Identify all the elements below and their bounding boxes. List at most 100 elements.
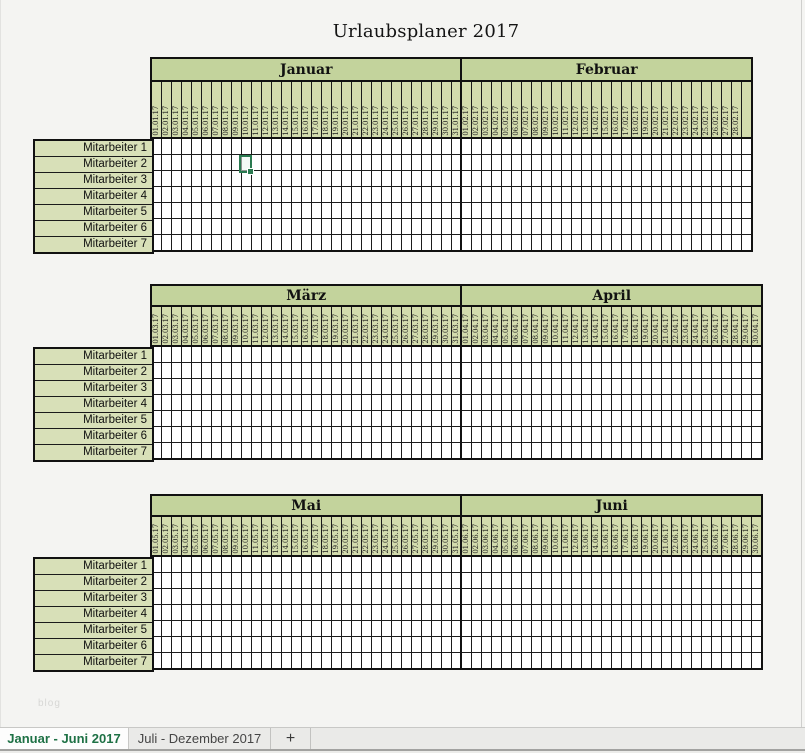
calendar-cell[interactable] [631, 345, 643, 363]
calendar-cell[interactable] [270, 410, 282, 427]
calendar-cell[interactable] [270, 362, 282, 379]
date-header-cell[interactable]: 22.03.17 [360, 305, 372, 347]
calendar-cell[interactable] [511, 620, 523, 637]
calendar-cell[interactable] [581, 555, 593, 573]
calendar-cell[interactable] [360, 652, 372, 670]
calendar-cell[interactable] [501, 170, 513, 187]
date-header-cell[interactable]: 07.02.17 [521, 80, 533, 139]
calendar-cell[interactable] [651, 442, 663, 460]
calendar-cell[interactable] [460, 186, 473, 203]
calendar-cell[interactable] [541, 186, 553, 203]
calendar-cell[interactable] [240, 378, 252, 395]
calendar-cell[interactable] [340, 426, 352, 443]
calendar-cell[interactable] [571, 345, 583, 363]
calendar-cell[interactable] [300, 186, 312, 203]
calendar-cell[interactable] [290, 652, 302, 670]
calendar-cell[interactable] [501, 154, 513, 171]
employee-label[interactable]: Mitarbeiter 6 [35, 429, 152, 445]
calendar-cell[interactable] [561, 362, 573, 379]
calendar-cell[interactable] [400, 154, 412, 171]
calendar-cell[interactable] [250, 620, 262, 637]
calendar-cell[interactable] [671, 555, 683, 573]
calendar-cell[interactable] [290, 218, 302, 235]
calendar-cell[interactable] [350, 186, 362, 203]
calendar-cell[interactable] [430, 170, 442, 187]
calendar-cell[interactable] [380, 378, 392, 395]
calendar-cell[interactable] [641, 442, 653, 460]
calendar-cell[interactable] [420, 652, 432, 670]
date-header-cell[interactable]: 05.04.17 [501, 305, 513, 347]
calendar-cell[interactable] [440, 555, 452, 573]
calendar-cell[interactable] [561, 218, 573, 235]
calendar-cell[interactable] [481, 218, 493, 235]
calendar-cell[interactable] [230, 442, 242, 460]
calendar-cell[interactable] [741, 555, 753, 573]
calendar-cell[interactable] [701, 218, 713, 235]
calendar-cell[interactable] [380, 218, 392, 235]
calendar-cell[interactable] [350, 410, 362, 427]
calendar-cell[interactable] [370, 137, 382, 155]
calendar-cell[interactable] [701, 154, 713, 171]
date-header-cell[interactable]: 12.02.17 [571, 80, 583, 139]
calendar-cell[interactable] [210, 604, 222, 621]
calendar-cell[interactable] [260, 154, 272, 171]
calendar-cell[interactable] [521, 652, 533, 670]
calendar-cell[interactable] [350, 442, 362, 460]
calendar-cell[interactable] [601, 186, 613, 203]
date-header-cell[interactable]: 02.01.17 [160, 80, 172, 139]
calendar-cell[interactable] [210, 154, 222, 171]
calendar-cell[interactable] [320, 154, 332, 171]
calendar-cell[interactable] [751, 572, 763, 589]
calendar-cell[interactable] [661, 218, 673, 235]
date-header-cell[interactable]: 05.03.17 [190, 305, 202, 347]
calendar-cell[interactable] [260, 652, 272, 670]
calendar-cell[interactable] [741, 604, 753, 621]
date-header-cell[interactable]: 23.05.17 [370, 515, 382, 557]
calendar-cell[interactable] [440, 636, 452, 653]
calendar-cell[interactable] [651, 137, 663, 155]
calendar-cell[interactable] [701, 345, 713, 363]
calendar-cell[interactable] [390, 137, 402, 155]
calendar-cell[interactable] [631, 572, 643, 589]
calendar-cell[interactable] [430, 620, 442, 637]
calendar-cell[interactable] [531, 620, 543, 637]
calendar-cell[interactable] [420, 154, 432, 171]
calendar-cell[interactable] [641, 636, 653, 653]
calendar-cell[interactable] [190, 636, 202, 653]
calendar-cell[interactable] [571, 202, 583, 219]
calendar-cell[interactable] [721, 362, 733, 379]
calendar-cell[interactable] [681, 137, 693, 155]
calendar-cell[interactable] [230, 410, 242, 427]
calendar-cell[interactable] [420, 604, 432, 621]
calendar-cell[interactable] [200, 218, 212, 235]
calendar-cell[interactable] [561, 154, 573, 171]
date-header-cell[interactable]: 26.02.17 [711, 80, 723, 139]
calendar-cell[interactable] [481, 555, 493, 573]
date-header-cell[interactable]: 19.06.17 [641, 515, 653, 557]
calendar-cell[interactable] [661, 426, 673, 443]
calendar-cell[interactable] [230, 588, 242, 605]
calendar-cell[interactable] [531, 588, 543, 605]
calendar-cell[interactable] [260, 426, 272, 443]
calendar-cell[interactable] [721, 442, 733, 460]
calendar-cell[interactable] [380, 442, 392, 460]
calendar-cell[interactable] [160, 378, 172, 395]
calendar-cell[interactable] [631, 154, 643, 171]
calendar-cell[interactable] [170, 442, 182, 460]
calendar-cell[interactable] [611, 652, 623, 670]
calendar-cell[interactable] [170, 604, 182, 621]
calendar-cell[interactable] [400, 604, 412, 621]
calendar-cell[interactable] [661, 202, 673, 219]
calendar-cell[interactable] [400, 394, 412, 411]
calendar-cell[interactable] [420, 410, 432, 427]
calendar-cell[interactable] [581, 202, 593, 219]
date-header-cell[interactable]: 24.05.17 [380, 515, 392, 557]
calendar-cell[interactable] [370, 588, 382, 605]
calendar-cell[interactable] [551, 170, 563, 187]
calendar-cell[interactable] [380, 572, 392, 589]
sheet-tab-januar-juni[interactable]: Januar - Juni 2017 [0, 728, 129, 750]
calendar-cell[interactable] [470, 572, 483, 589]
calendar-cell[interactable] [521, 426, 533, 443]
calendar-cell[interactable] [481, 652, 493, 670]
date-header-cell[interactable]: 15.02.17 [601, 80, 613, 139]
